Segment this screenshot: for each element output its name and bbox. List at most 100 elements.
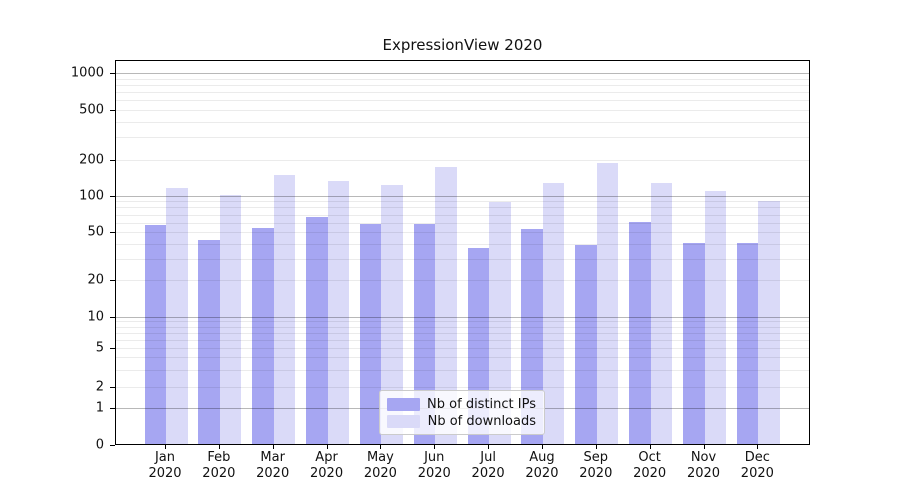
gridline-50 xyxy=(116,232,809,234)
x-tick-label: Apr 2020 xyxy=(310,450,344,481)
gridline-60 xyxy=(116,222,809,224)
bar-distinct-ips xyxy=(359,224,382,444)
x-tick-mark xyxy=(218,444,220,449)
bar-distinct-ips xyxy=(575,245,597,444)
gridline-900 xyxy=(116,78,809,80)
gridline-300 xyxy=(116,137,809,139)
bar-downloads xyxy=(758,200,780,444)
x-tick-mark xyxy=(649,444,651,449)
bar-downloads xyxy=(542,183,565,444)
y-tick-label: 2 xyxy=(95,379,104,395)
bar-downloads xyxy=(166,188,188,444)
gridline-100 xyxy=(116,195,809,197)
x-tick-label: Aug 2020 xyxy=(525,450,559,481)
bar-distinct-ips xyxy=(252,228,274,444)
gridline-4 xyxy=(116,357,809,359)
bar-downloads xyxy=(273,175,296,444)
y-tick-label: 100 xyxy=(79,188,104,204)
y-tick-mark xyxy=(110,408,115,410)
y-tick-mark xyxy=(110,109,115,111)
y-tick-mark xyxy=(110,232,115,234)
gridline-800 xyxy=(116,85,809,87)
gridline-10 xyxy=(116,316,809,318)
y-tick-mark xyxy=(110,195,115,197)
y-tick-mark xyxy=(110,444,115,446)
gridline-40 xyxy=(116,243,809,245)
bar-distinct-ips xyxy=(306,216,328,444)
x-tick-mark xyxy=(703,444,705,449)
x-tick-label: May 2020 xyxy=(363,450,397,481)
x-tick-label: Nov 2020 xyxy=(686,450,721,481)
x-tick-mark xyxy=(488,444,490,449)
y-tick-label: 50 xyxy=(87,224,104,240)
legend-row: Nb of downloads xyxy=(387,413,536,429)
gridline-9 xyxy=(116,321,809,323)
x-tick-label: Sep 2020 xyxy=(579,450,613,481)
y-tick-label: 1000 xyxy=(70,65,104,81)
gridline-5 xyxy=(116,348,809,349)
x-tick-label: Jan 2020 xyxy=(148,450,182,481)
y-tick-label: 10 xyxy=(87,309,104,325)
x-tick-mark xyxy=(326,444,328,449)
plot-area xyxy=(115,60,810,445)
legend-swatch xyxy=(387,397,420,411)
y-tick-mark xyxy=(110,316,115,318)
gridline-8 xyxy=(116,326,809,328)
bar-distinct-ips xyxy=(144,225,166,444)
gridline-20 xyxy=(116,280,809,281)
y-tick-mark xyxy=(110,73,115,75)
y-tick-label: 1 xyxy=(95,400,104,416)
x-tick-label: Feb 2020 xyxy=(202,450,236,481)
y-tick-label: 5 xyxy=(95,340,104,356)
bar-downloads xyxy=(435,167,457,444)
bar-downloads xyxy=(596,162,619,444)
gridline-90 xyxy=(116,201,809,203)
legend-swatch xyxy=(387,414,420,428)
y-tick-label: 500 xyxy=(79,102,104,118)
y-tick-mark xyxy=(110,280,115,281)
bar-downloads xyxy=(327,181,350,444)
y-tick-label: 20 xyxy=(87,272,104,288)
bar-downloads xyxy=(650,183,673,444)
gridline-400 xyxy=(116,121,809,123)
gridline-500 xyxy=(116,109,809,111)
x-tick-mark xyxy=(541,444,543,449)
chart-title: ExpressionView 2020 xyxy=(382,36,543,54)
bar-downloads xyxy=(489,201,511,444)
bar-distinct-ips xyxy=(198,240,220,444)
x-tick-mark xyxy=(165,444,166,449)
x-tick-mark xyxy=(595,444,597,449)
gridline-200 xyxy=(116,159,809,161)
bar-downloads xyxy=(704,190,726,444)
gridline-600 xyxy=(116,100,809,102)
gridline-6 xyxy=(116,339,809,341)
gridline-7 xyxy=(116,332,809,334)
gridline-70 xyxy=(116,214,809,216)
gridline-2 xyxy=(116,386,809,388)
x-tick-mark xyxy=(272,444,274,449)
y-tick-label: 0 xyxy=(95,437,104,452)
legend: Nb of distinct IPs Nb of downloads xyxy=(379,390,545,435)
bar-distinct-ips xyxy=(683,242,705,444)
gridline-80 xyxy=(116,207,809,209)
x-tick-label: Mar 2020 xyxy=(256,450,290,481)
y-tick-mark xyxy=(110,159,115,161)
gridline-30 xyxy=(116,258,809,260)
bar-distinct-ips xyxy=(736,242,759,444)
y-tick-mark xyxy=(110,348,115,349)
x-tick-label: Jul 2020 xyxy=(471,450,505,481)
legend-label: Nb of downloads xyxy=(427,413,536,429)
y-tick-label: 200 xyxy=(79,152,104,167)
y-tick-mark xyxy=(110,386,115,388)
legend-row: Nb of distinct IPs xyxy=(387,396,536,412)
bar-distinct-ips xyxy=(413,223,436,444)
x-tick-mark xyxy=(434,444,436,449)
gridline-1000 xyxy=(116,73,809,75)
x-tick-label: Jun 2020 xyxy=(417,450,451,481)
bar-downloads xyxy=(381,184,403,444)
gridline-3 xyxy=(116,369,809,371)
bar-distinct-ips xyxy=(629,221,651,444)
x-tick-mark xyxy=(380,444,382,449)
bar-downloads xyxy=(219,195,242,444)
